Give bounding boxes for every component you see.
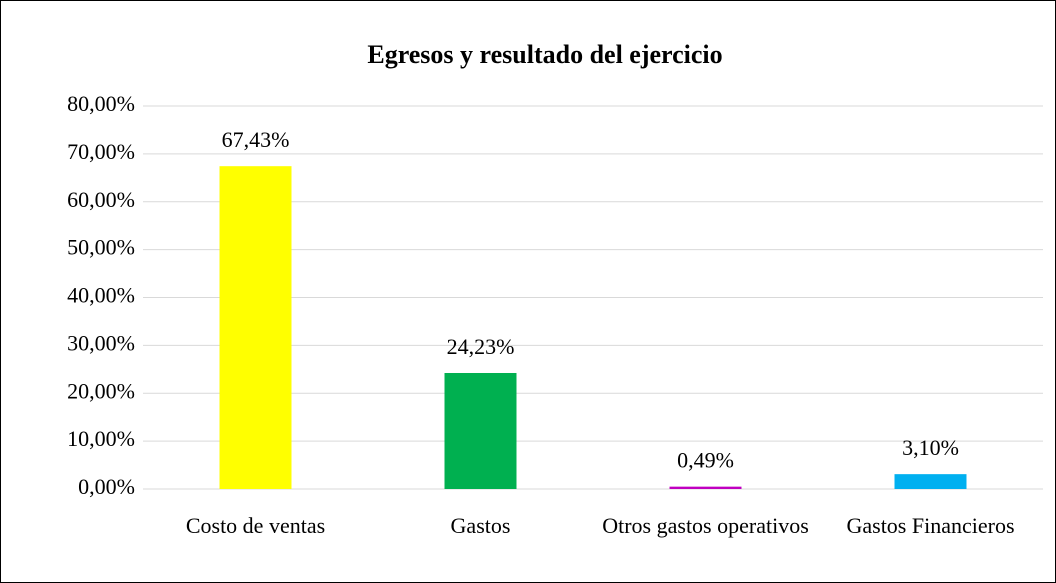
y-tick-label: 0,00% (78, 474, 135, 499)
bar (444, 372, 517, 489)
y-tick-label: 30,00% (67, 330, 135, 355)
chart-title: Egresos y resultado del ejercicio (367, 40, 722, 69)
x-tick-label: Otros gastos operativos (602, 513, 809, 538)
x-tick-label: Gastos Financieros (846, 513, 1015, 538)
x-tick-label: Costo de ventas (185, 513, 326, 538)
data-label: 0,49% (677, 448, 734, 473)
data-label: 24,23% (447, 334, 515, 359)
x-tick-label: Gastos (450, 513, 511, 538)
bar (669, 486, 742, 489)
bar (894, 474, 967, 489)
y-tick-label: 10,00% (67, 426, 135, 451)
data-label: 67,43% (222, 127, 290, 152)
y-tick-label: 40,00% (67, 283, 135, 308)
data-label: 3,10% (902, 435, 959, 460)
y-tick-label: 50,00% (67, 235, 135, 260)
y-tick-label: 60,00% (67, 187, 135, 212)
y-tick-label: 20,00% (67, 378, 135, 403)
bar (219, 166, 292, 489)
y-tick-label: 80,00% (67, 91, 135, 116)
y-tick-label: 70,00% (67, 139, 135, 164)
